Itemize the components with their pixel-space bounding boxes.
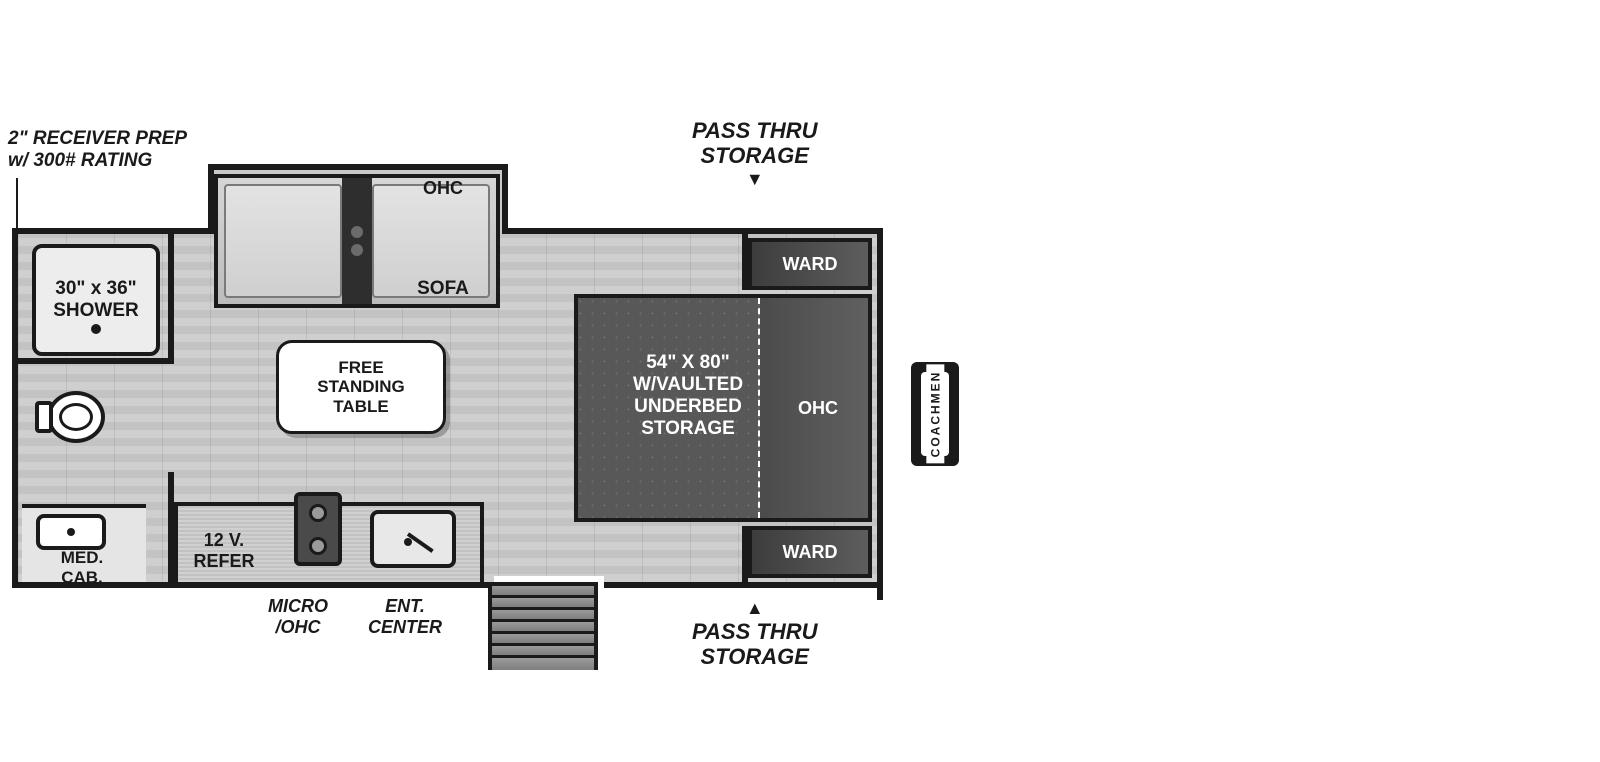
step-tread [492,598,594,610]
bed: 54" X 80" W/VAULTED UNDERBED STORAGE OHC [574,294,872,522]
shower-drain-icon [91,324,101,334]
passthru-top-l1: PASS THRU [692,118,818,143]
burner-icon [309,537,327,555]
bath-wall-vert-top [168,234,174,364]
passthru-bot-l1: PASS THRU [692,619,818,644]
ohc-label: OHC [388,178,498,199]
burner-icon [309,504,327,522]
front-cap: COACHMEN [877,228,987,600]
bed-l2: W/VAULTED [633,374,743,395]
toilet-tank-icon [35,401,53,433]
step-tread [492,634,594,646]
step-tread [492,610,594,622]
cupholder-icon [351,244,363,256]
bed-l4: STORAGE [641,418,735,439]
callout-micro: MICRO /OHC [268,596,328,637]
wardrobe-bottom: WARD [748,526,872,578]
wardrobe-top: WARD [748,238,872,290]
table-l2: STANDING [317,377,405,397]
bed-l1: 54" X 80" [646,352,730,373]
refer-label: 12 V. REFER [174,530,274,571]
shower-dim: 30" x 36" [55,278,136,299]
toilet-seat-icon [59,403,93,431]
bed-wall-top [742,234,748,290]
step-tread [492,622,594,634]
bed-ohc-label: OHC [798,398,838,419]
toilet [35,391,105,443]
sofa-cushion-left [224,184,342,298]
cupholder-icon [351,226,363,238]
med-cab-label: MED. CAB. [26,548,138,587]
callout-receiver-line1: 2" RECEIVER PREP [8,128,187,149]
callout-receiver-line2: w/ 300# RATING [8,150,152,171]
free-standing-table: FREE STANDING TABLE [276,340,446,434]
entry-steps [488,582,598,670]
passthru-top-l2: STORAGE [701,143,809,168]
kitchen-sink [370,510,456,568]
shower-label: SHOWER [53,300,139,321]
callout-passthru-bottom: ▲ PASS THRU STORAGE [692,598,818,669]
step-tread [492,586,594,598]
stove [294,492,342,566]
callout-passthru-top: PASS THRU STORAGE ▼ [692,118,818,189]
step-tread [492,646,594,658]
passthru-bot-l2: STORAGE [701,644,809,669]
floorplan: 2" RECEIVER PREP w/ 300# RATING PASS THR… [12,130,987,690]
sink-drain-icon [404,538,412,546]
receiver-leader [16,178,18,232]
sofa-console [342,178,372,304]
callout-receiver: 2" RECEIVER PREP w/ 300# RATING [8,128,187,172]
table-l3: TABLE [333,397,388,417]
bed-l3: UNDERBED [634,396,742,417]
shower: 30" x 36" SHOWER [32,244,160,356]
table-l1: FREE [338,358,383,378]
arrow-down-icon: ▼ [692,169,818,190]
bed-wall-bot [742,526,748,582]
trailer-body: COACHMEN 30" x 36" SHOWER MED. CAB. 1 [12,228,987,588]
step-tread [492,658,594,670]
brand-label: COACHMEN [926,365,944,464]
vanity-sink-icon [36,514,106,550]
bath-wall-horiz [18,358,174,364]
callout-ent-center: ENT. CENTER [368,596,442,637]
arrow-up-icon: ▲ [692,598,818,619]
sofa-label: SOFA [388,278,498,300]
